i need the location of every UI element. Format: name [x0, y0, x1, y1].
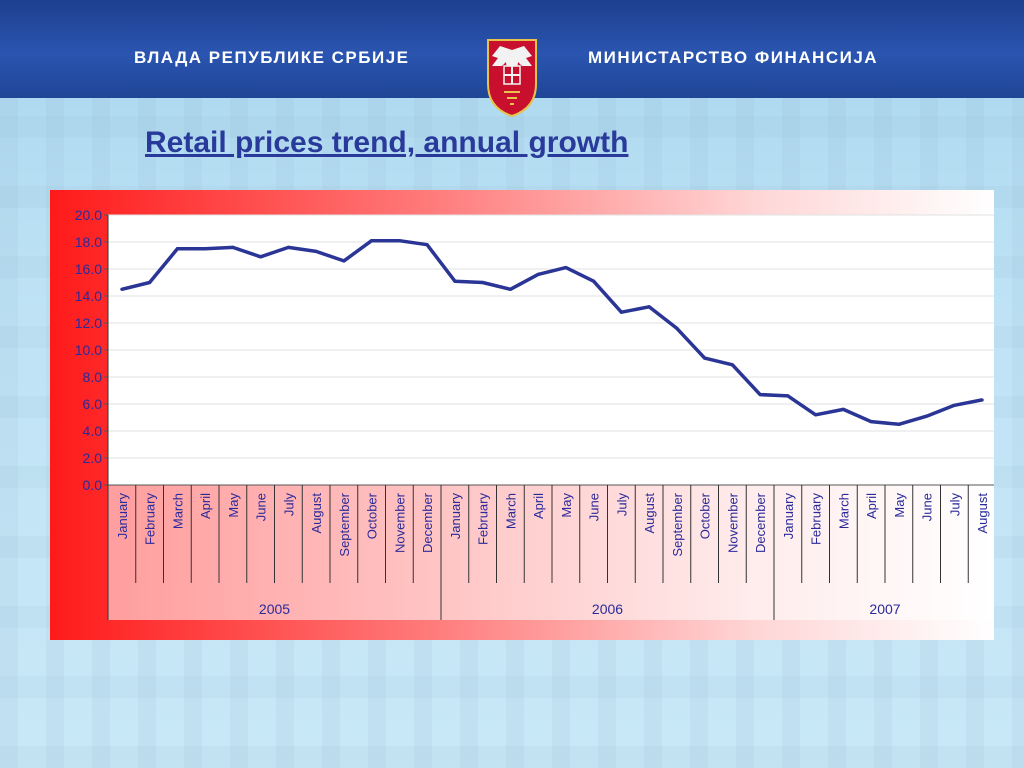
government-name: ВЛАДА РЕПУБЛИКЕ СРБИЈЕ — [134, 48, 410, 67]
slide-title: Retail prices trend, annual growth — [145, 126, 629, 159]
x-tick-label: May — [226, 493, 241, 518]
y-tick-label: 2.0 — [83, 450, 103, 466]
data-point — [259, 255, 263, 259]
ministry-name: МИНИСТАРСТВО ФИНАНСИЈА — [588, 48, 879, 67]
data-point — [231, 245, 235, 249]
data-point — [758, 392, 762, 397]
x-tick-label: June — [254, 493, 269, 521]
y-tick-label: 0.0 — [83, 477, 103, 493]
x-tick-label: June — [587, 493, 602, 521]
x-tick-label: August — [975, 493, 990, 534]
x-tick-label: April — [198, 493, 213, 519]
data-point — [342, 259, 346, 263]
x-tick-label: January — [781, 493, 796, 540]
x-tick-label: November — [392, 492, 407, 553]
x-tick-label: October — [698, 492, 713, 539]
data-point — [203, 247, 207, 251]
data-point — [370, 239, 374, 243]
data-point — [897, 422, 901, 426]
data-point — [952, 403, 956, 407]
data-point — [536, 272, 540, 276]
data-point — [675, 326, 679, 330]
data-point — [925, 414, 929, 418]
x-tick-label: July — [614, 493, 629, 517]
x-tick-label: March — [170, 493, 185, 529]
x-tick-label: December — [420, 492, 435, 553]
x-tick-label: March — [503, 493, 518, 529]
x-tick-label: December — [753, 492, 768, 553]
data-point — [120, 287, 124, 291]
data-point — [703, 356, 707, 360]
x-tick-label: October — [365, 492, 380, 539]
data-point — [397, 239, 401, 243]
y-tick-label: 16.0 — [75, 261, 102, 277]
series-line — [121, 238, 983, 427]
x-tick-label: April — [864, 493, 879, 519]
x-tick-label: February — [809, 493, 824, 546]
data-point — [564, 266, 568, 270]
x-tick-label: August — [309, 493, 324, 534]
data-point — [286, 245, 290, 249]
x-tick-label: September — [337, 492, 352, 556]
x-tick-label: August — [642, 493, 657, 534]
x-tick-label: April — [531, 493, 546, 519]
x-tick-label: November — [725, 492, 740, 553]
y-tick-label: 12.0 — [75, 315, 102, 331]
x-tick-label: February — [476, 493, 491, 546]
data-point — [314, 249, 318, 254]
x-tick-label: February — [143, 493, 158, 546]
data-point — [786, 394, 790, 398]
data-point — [481, 280, 485, 285]
data-point — [175, 247, 179, 251]
data-point — [980, 398, 984, 402]
data-point — [425, 243, 429, 247]
category-axis-area — [108, 485, 994, 620]
y-tick-label: 18.0 — [75, 234, 102, 250]
data-point — [730, 363, 734, 367]
x-tick-label: May — [559, 493, 574, 518]
data-point — [814, 413, 818, 417]
x-tick-label: June — [920, 493, 935, 521]
chart-panel: 0.0 2.0 4.0 6.0 8.0 10.0 12.0 14.0 16.0 18.0 20.0 … — [50, 190, 994, 640]
x-tick-label: January — [448, 493, 463, 540]
x-tick-label: September — [670, 492, 685, 556]
data-point — [453, 279, 457, 283]
year-label: 2006 — [592, 601, 623, 617]
data-point — [647, 305, 651, 309]
y-tick-label: 20.0 — [75, 207, 102, 223]
x-tick-label: May — [892, 493, 907, 518]
year-label: 2007 — [869, 601, 900, 617]
y-tick-label: 10.0 — [75, 342, 102, 358]
year-label: 2005 — [259, 601, 290, 617]
data-point — [508, 287, 512, 291]
x-tick-label: July — [947, 493, 962, 517]
data-point — [619, 310, 623, 314]
y-tick-label: 6.0 — [83, 396, 103, 412]
data-point — [869, 419, 873, 424]
y-tick-label: 4.0 — [83, 423, 103, 439]
data-point — [841, 407, 845, 411]
line-chart: 0.02.04.06.08.010.012.014.016.018.020.0 … — [75, 207, 994, 620]
data-point — [148, 280, 152, 285]
coat-of-arms-icon — [487, 39, 537, 118]
x-tick-label: July — [281, 493, 296, 517]
y-tick-label: 14.0 — [75, 288, 102, 304]
x-tick-label: March — [836, 493, 851, 529]
x-tick-label: January — [115, 493, 130, 540]
y-tick-label: 8.0 — [83, 369, 103, 385]
data-point — [592, 279, 596, 283]
